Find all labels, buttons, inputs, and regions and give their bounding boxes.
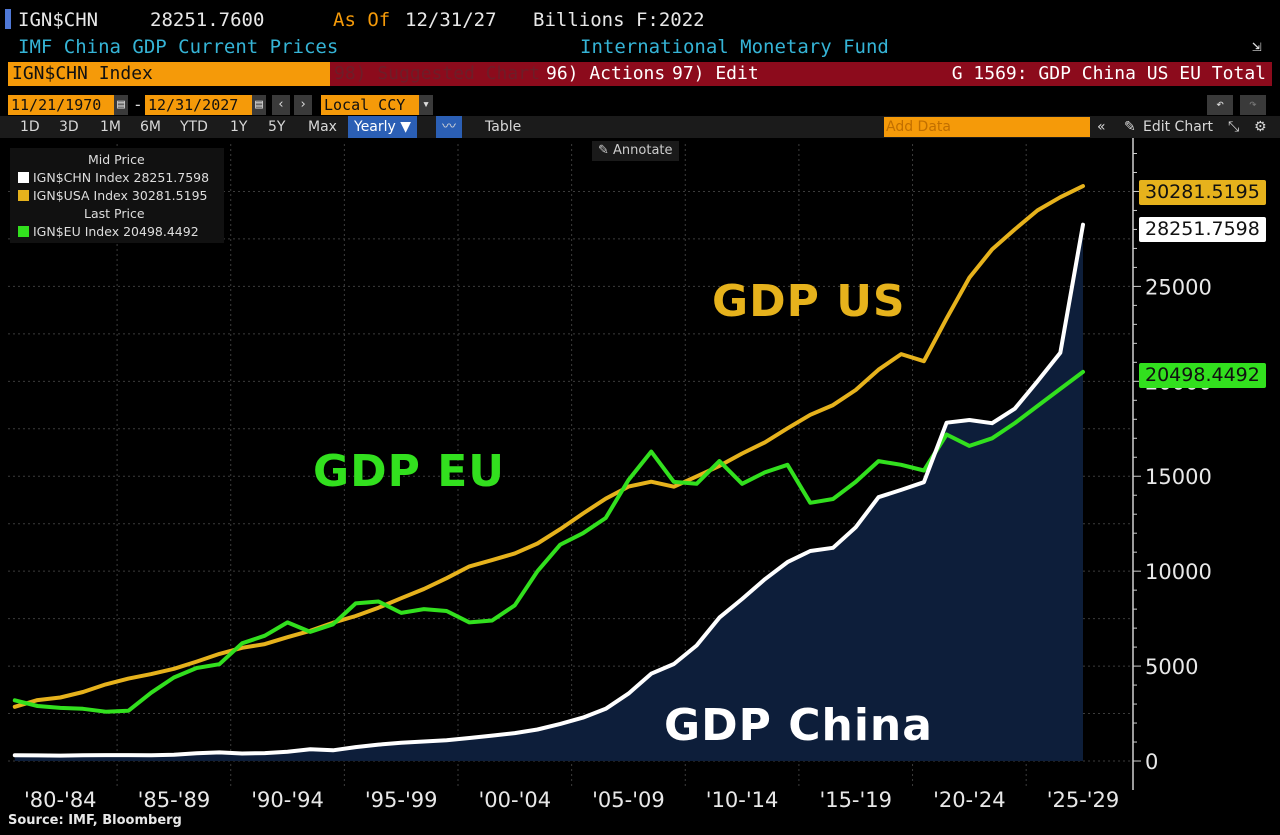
as-of-date: 12/31/27 <box>405 9 497 31</box>
period-1m[interactable]: 1M <box>100 119 121 135</box>
period-6m[interactable]: 6M <box>140 119 161 135</box>
period-3d[interactable]: 3D <box>59 119 79 135</box>
value-tag-china: 28251.7598 <box>1139 217 1266 242</box>
period-ytd[interactable]: YTD <box>180 119 208 135</box>
collapse-icon[interactable]: « <box>1097 119 1106 135</box>
frequency-select[interactable]: Yearly ▼ <box>348 116 418 138</box>
add-data-input[interactable]: Add Data <box>884 117 1090 137</box>
x-tick-label: '85-'89 <box>138 788 211 812</box>
popout-icon[interactable]: ⇲ <box>1252 36 1262 55</box>
calendar-icon[interactable]: ▤ <box>114 95 128 115</box>
series-line-usa <box>12 184 1085 709</box>
toolbar: IGN$CHN Index 98) Suggested Charts 96) A… <box>0 62 1280 86</box>
line-chart-icon[interactable]: 〰 <box>436 116 462 138</box>
pencil-icon: ✎ <box>598 143 614 158</box>
y-tick-label: 0 <box>1145 750 1158 774</box>
x-tick-label: '25-'29 <box>1047 788 1120 812</box>
undo-icon[interactable]: ↶ <box>1207 95 1233 115</box>
value-tag-usa: 30281.5195 <box>1139 180 1266 205</box>
legend-value: 28251.7598 <box>133 170 210 185</box>
annotate-button[interactable]: ✎ Annotate <box>592 141 679 161</box>
chart-title: G 1569: GDP China US EU Total <box>764 62 1272 86</box>
series-line-china <box>12 222 1085 758</box>
legend-label: IGN$EU Index <box>33 224 120 239</box>
legend-mid-price-header: Mid Price <box>88 152 145 167</box>
redo-icon[interactable]: ↷ <box>1240 95 1266 115</box>
chevron-left-icon[interactable]: ‹ <box>272 95 290 115</box>
legend-swatch <box>18 190 29 201</box>
ticker: IGN$CHN <box>18 9 99 31</box>
y-tick-label: 15000 <box>1145 465 1212 489</box>
series-line-eu <box>12 369 1085 714</box>
end-date-input[interactable]: 12/31/2027 <box>145 95 252 115</box>
legend-label: IGN$USA Index <box>33 188 128 203</box>
x-tick-label: '80-'84 <box>24 788 97 812</box>
value-tag-eu: 20498.4492 <box>1139 363 1266 388</box>
period-5y[interactable]: 5Y <box>268 119 286 135</box>
x-tick-label: '15-'19 <box>819 788 892 812</box>
legend-item-china: IGN$CHN Index 28251.7598 <box>18 170 209 185</box>
price: 28251.7600 <box>150 9 265 31</box>
china-area-fill <box>14 224 1083 762</box>
as-of-label: As Of <box>333 9 391 31</box>
chart-legend: Mid Price IGN$CHN Index 28251.7598 IGN$U… <box>10 148 224 243</box>
actions-menu[interactable]: 96) Actions ▾ <box>540 62 668 86</box>
x-tick-label: '05-'09 <box>592 788 665 812</box>
x-tick-label: '90-'94 <box>251 788 324 812</box>
y-tick-label: 25000 <box>1145 275 1212 299</box>
table-button[interactable]: Table <box>485 119 522 135</box>
period-max[interactable]: Max <box>308 119 337 135</box>
annotate-label: Annotate <box>613 143 673 158</box>
legend-item-usa: IGN$USA Index 30281.5195 <box>18 188 207 203</box>
period-1y[interactable]: 1Y <box>230 119 248 135</box>
date-separator: - <box>133 95 143 114</box>
period-1d[interactable]: 1D <box>20 119 40 135</box>
legend-value: 30281.5195 <box>131 188 208 203</box>
legend-item-eu: IGN$EU Index 20498.4492 <box>18 224 199 239</box>
suggested-charts-button[interactable]: 98) Suggested Charts <box>330 62 540 86</box>
currency-select[interactable]: Local CCY <box>321 95 420 115</box>
start-date-input[interactable]: 11/21/1970 <box>8 95 115 115</box>
gdp-line-chart: 0500010000150002000025000 '80-'84'85-'89… <box>8 138 1212 812</box>
security-field[interactable]: IGN$CHN Index <box>8 62 330 86</box>
legend-value: 20498.4492 <box>123 224 199 239</box>
header-row: IGN$CHN 28251.7600 As Of 12/31/27 Billio… <box>0 4 1280 32</box>
y-tick-label: 5000 <box>1145 655 1198 679</box>
source-note: Source: IMF, Bloomberg <box>8 813 182 828</box>
units: Billions F:2022 <box>533 9 705 31</box>
x-axis: '80-'84 '85-'89 '90-'94 '95-'99 '00-'04 '05-'… <box>24 788 1119 812</box>
edit-menu[interactable]: 97) Edit ▾ <box>666 62 766 86</box>
calendar-icon[interactable]: ▤ <box>252 95 266 115</box>
period-bar: 1D 3D 1M 6M YTD 1Y 5Y Max Yearly ▼ 〰 Tab… <box>0 116 1280 138</box>
date-range-row: 11/21/1970 ▤ - 12/31/2027 ▤ ‹ › Local CC… <box>0 95 1280 117</box>
series-lines <box>12 184 1085 758</box>
annotation-gdp-us: GDP US <box>712 276 906 327</box>
ticker-marker <box>5 9 11 29</box>
x-tick-label: '95-'99 <box>365 788 438 812</box>
description-row: IMF China GDP Current Prices Internation… <box>0 34 1280 60</box>
edit-icon[interactable]: ⤡ <box>1228 119 1240 135</box>
gear-icon[interactable]: ⚙ <box>1254 119 1267 135</box>
legend-label: IGN$CHN Index <box>33 170 130 185</box>
y-tick-label: 10000 <box>1145 560 1212 584</box>
china-area <box>14 224 1083 762</box>
legend-swatch <box>18 226 29 237</box>
x-tick-label: '00-'04 <box>479 788 552 812</box>
legend-last-price-header: Last Price <box>84 206 145 221</box>
edit-chart-button[interactable]: Edit Chart <box>1143 119 1214 135</box>
x-tick-label: '10-'14 <box>706 788 779 812</box>
annotation-gdp-china: GDP China <box>664 700 933 751</box>
source-org: International Monetary Fund <box>580 36 889 58</box>
description: IMF China GDP Current Prices <box>18 36 339 58</box>
annotation-gdp-eu: GDP EU <box>313 446 505 497</box>
x-tick-label: '20-'24 <box>933 788 1006 812</box>
chevron-down-icon[interactable]: ▾ <box>419 95 433 115</box>
pencil-icon[interactable]: ✎ <box>1124 119 1136 135</box>
chevron-right-icon[interactable]: › <box>294 95 312 115</box>
legend-swatch <box>18 172 29 183</box>
